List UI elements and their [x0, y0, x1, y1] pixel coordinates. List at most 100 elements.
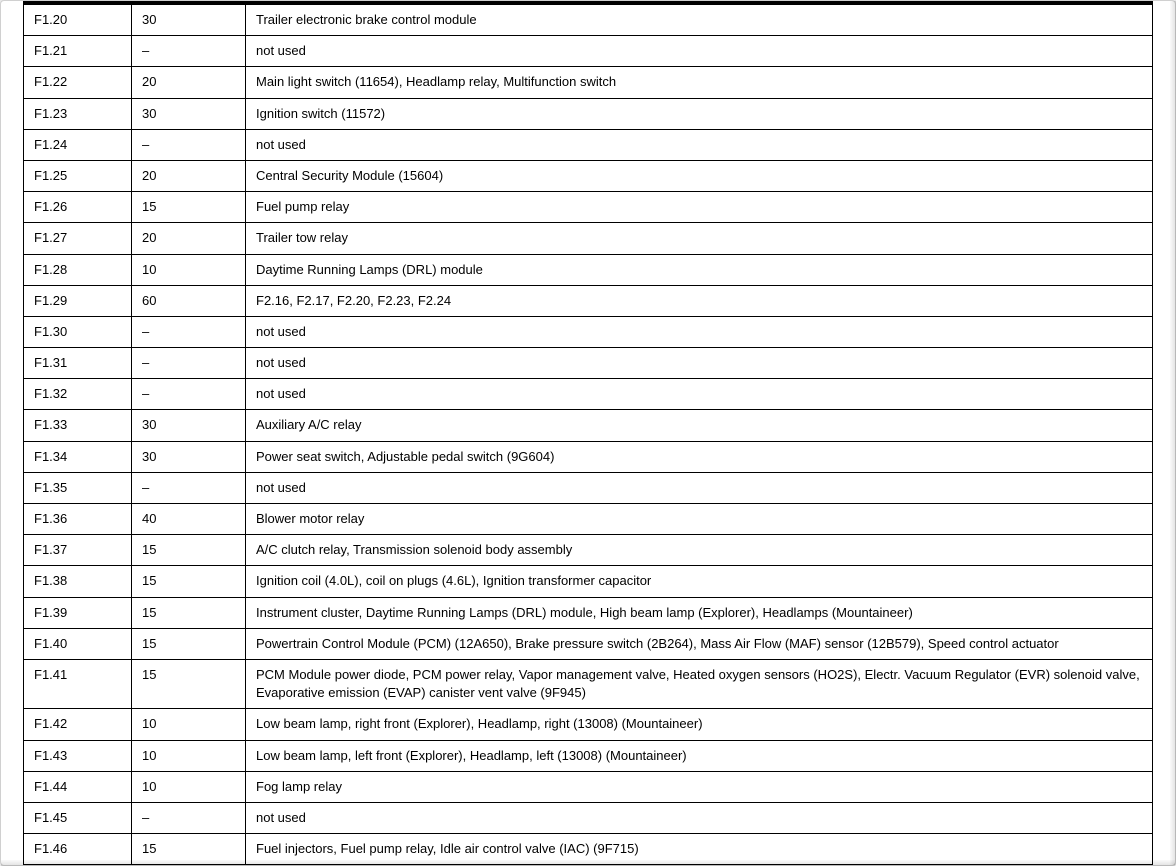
cell-fuse-id: F1.20: [24, 3, 132, 36]
cell-fuse-id: F1.38: [24, 566, 132, 597]
cell-fuse-description: Trailer tow relay: [246, 223, 1153, 254]
cell-fuse-description: Fog lamp relay: [246, 771, 1153, 802]
cell-fuse-description: Central Security Module (15604): [246, 160, 1153, 191]
cell-fuse-id: F1.42: [24, 709, 132, 740]
table-row: F1.21–not used: [24, 36, 1153, 67]
cell-fuse-id: F1.32: [24, 379, 132, 410]
table-row: F1.3430Power seat switch, Adjustable ped…: [24, 441, 1153, 472]
cell-fuse-id: F1.31: [24, 348, 132, 379]
page-content: F1.2030Trailer electronic brake control …: [1, 1, 1175, 865]
cell-fuse-amp: 20: [132, 160, 246, 191]
cell-fuse-amp: –: [132, 379, 246, 410]
cell-fuse-amp: 10: [132, 254, 246, 285]
cell-fuse-description: Ignition coil (4.0L), coil on plugs (4.6…: [246, 566, 1153, 597]
cell-fuse-description: not used: [246, 316, 1153, 347]
cell-fuse-description: PCM Module power diode, PCM power relay,…: [246, 659, 1153, 708]
table-row: F1.4210Low beam lamp, right front (Explo…: [24, 709, 1153, 740]
table-row: F1.2960F2.16, F2.17, F2.20, F2.23, F2.24: [24, 285, 1153, 316]
table-row: F1.32–not used: [24, 379, 1153, 410]
cell-fuse-description: Low beam lamp, left front (Explorer), He…: [246, 740, 1153, 771]
table-row: F1.3640Blower motor relay: [24, 504, 1153, 535]
table-row: F1.4615Fuel injectors, Fuel pump relay, …: [24, 834, 1153, 865]
table-row: F1.3330Auxiliary A/C relay: [24, 410, 1153, 441]
cell-fuse-id: F1.33: [24, 410, 132, 441]
cell-fuse-amp: 15: [132, 659, 246, 708]
fuse-table: F1.2030Trailer electronic brake control …: [23, 1, 1153, 865]
table-row: F1.35–not used: [24, 472, 1153, 503]
cell-fuse-id: F1.25: [24, 160, 132, 191]
cell-fuse-amp: 10: [132, 771, 246, 802]
cell-fuse-id: F1.29: [24, 285, 132, 316]
cell-fuse-id: F1.30: [24, 316, 132, 347]
cell-fuse-id: F1.28: [24, 254, 132, 285]
table-row: F1.4410Fog lamp relay: [24, 771, 1153, 802]
cell-fuse-amp: 30: [132, 98, 246, 129]
cell-fuse-description: Ignition switch (11572): [246, 98, 1153, 129]
cell-fuse-amp: 15: [132, 834, 246, 865]
cell-fuse-amp: –: [132, 36, 246, 67]
table-row: F1.3815Ignition coil (4.0L), coil on plu…: [24, 566, 1153, 597]
cell-fuse-amp: 20: [132, 223, 246, 254]
cell-fuse-id: F1.45: [24, 802, 132, 833]
table-row: F1.3915Instrument cluster, Daytime Runni…: [24, 597, 1153, 628]
table-row: F1.31–not used: [24, 348, 1153, 379]
cell-fuse-amp: 30: [132, 3, 246, 36]
cell-fuse-description: Trailer electronic brake control module: [246, 3, 1153, 36]
cell-fuse-id: F1.24: [24, 129, 132, 160]
table-body: F1.2030Trailer electronic brake control …: [24, 3, 1153, 865]
cell-fuse-id: F1.34: [24, 441, 132, 472]
cell-fuse-amp: 15: [132, 566, 246, 597]
cell-fuse-amp: 60: [132, 285, 246, 316]
table-row: F1.30–not used: [24, 316, 1153, 347]
cell-fuse-description: not used: [246, 129, 1153, 160]
cell-fuse-description: Fuel pump relay: [246, 192, 1153, 223]
cell-fuse-id: F1.44: [24, 771, 132, 802]
cell-fuse-id: F1.41: [24, 659, 132, 708]
cell-fuse-id: F1.46: [24, 834, 132, 865]
cell-fuse-description: F2.16, F2.17, F2.20, F2.23, F2.24: [246, 285, 1153, 316]
cell-fuse-amp: 30: [132, 410, 246, 441]
cell-fuse-id: F1.35: [24, 472, 132, 503]
table-row: F1.4015Powertrain Control Module (PCM) (…: [24, 628, 1153, 659]
cell-fuse-amp: 15: [132, 628, 246, 659]
cell-fuse-description: not used: [246, 36, 1153, 67]
cell-fuse-amp: –: [132, 316, 246, 347]
cell-fuse-id: F1.26: [24, 192, 132, 223]
table-row: F1.24–not used: [24, 129, 1153, 160]
cell-fuse-amp: 15: [132, 535, 246, 566]
table-row: F1.2615Fuel pump relay: [24, 192, 1153, 223]
cell-fuse-description: Auxiliary A/C relay: [246, 410, 1153, 441]
cell-fuse-description: Blower motor relay: [246, 504, 1153, 535]
table-row: F1.4310Low beam lamp, left front (Explor…: [24, 740, 1153, 771]
cell-fuse-amp: 40: [132, 504, 246, 535]
cell-fuse-id: F1.39: [24, 597, 132, 628]
cell-fuse-amp: –: [132, 348, 246, 379]
cell-fuse-amp: –: [132, 472, 246, 503]
table-row: F1.2720Trailer tow relay: [24, 223, 1153, 254]
cell-fuse-amp: 15: [132, 597, 246, 628]
cell-fuse-description: Main light switch (11654), Headlamp rela…: [246, 67, 1153, 98]
cell-fuse-description: Fuel injectors, Fuel pump relay, Idle ai…: [246, 834, 1153, 865]
cell-fuse-description: A/C clutch relay, Transmission solenoid …: [246, 535, 1153, 566]
cell-fuse-amp: 20: [132, 67, 246, 98]
cell-fuse-id: F1.40: [24, 628, 132, 659]
table-row: F1.2220Main light switch (11654), Headla…: [24, 67, 1153, 98]
table-row: F1.3715A/C clutch relay, Transmission so…: [24, 535, 1153, 566]
table-row: F1.2810Daytime Running Lamps (DRL) modul…: [24, 254, 1153, 285]
cell-fuse-description: Daytime Running Lamps (DRL) module: [246, 254, 1153, 285]
cell-fuse-amp: 15: [132, 192, 246, 223]
cell-fuse-id: F1.27: [24, 223, 132, 254]
cell-fuse-description: not used: [246, 472, 1153, 503]
cell-fuse-id: F1.23: [24, 98, 132, 129]
cell-fuse-description: Low beam lamp, right front (Explorer), H…: [246, 709, 1153, 740]
cell-fuse-id: F1.43: [24, 740, 132, 771]
cell-fuse-amp: –: [132, 802, 246, 833]
document-page: F1.2030Trailer electronic brake control …: [0, 0, 1176, 866]
cell-fuse-description: Instrument cluster, Daytime Running Lamp…: [246, 597, 1153, 628]
table-row: F1.4115PCM Module power diode, PCM power…: [24, 659, 1153, 708]
cell-fuse-id: F1.36: [24, 504, 132, 535]
cell-fuse-description: not used: [246, 379, 1153, 410]
cell-fuse-amp: 30: [132, 441, 246, 472]
cell-fuse-amp: 10: [132, 709, 246, 740]
cell-fuse-amp: 10: [132, 740, 246, 771]
